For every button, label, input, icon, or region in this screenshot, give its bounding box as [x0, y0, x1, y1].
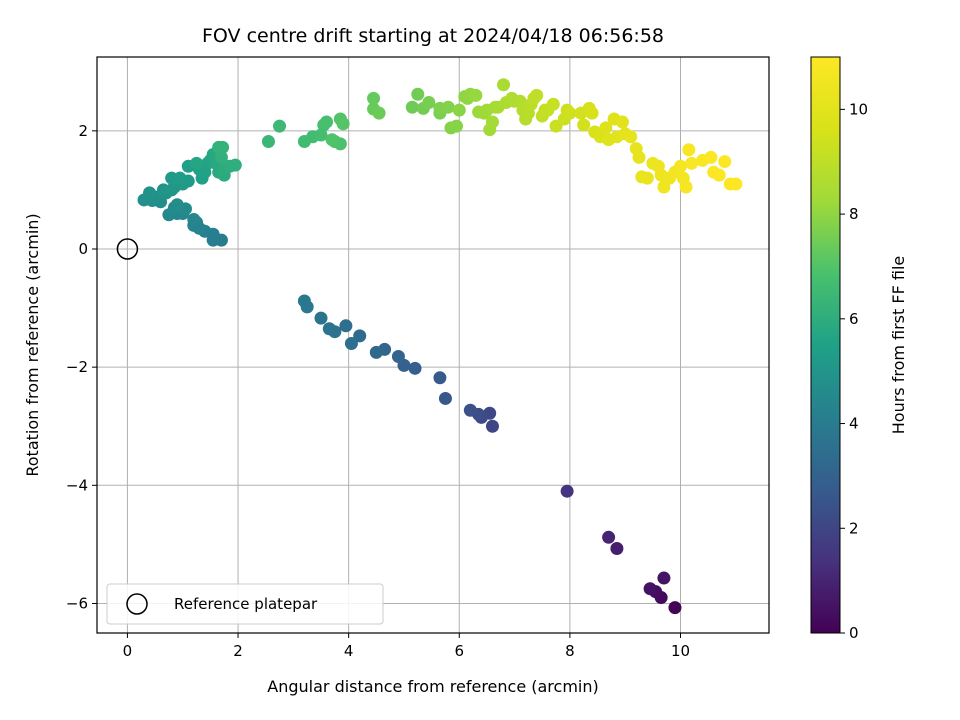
data-point — [577, 118, 591, 132]
colorbar-gradient — [810, 56, 841, 634]
data-point — [485, 115, 499, 129]
data-point — [530, 88, 544, 102]
data-point — [679, 180, 693, 194]
data-point — [685, 156, 699, 170]
x-tick-label: 6 — [454, 642, 464, 660]
plot-frame — [96, 56, 770, 634]
y-axis-label: Rotation from reference (arcmin) — [23, 213, 42, 476]
colorbar-tick-label: 6 — [849, 310, 859, 328]
colorbar-label: Hours from first FF file — [889, 256, 908, 435]
data-point — [325, 133, 339, 147]
data-point — [339, 319, 353, 333]
chart-title: FOV centre drift starting at 2024/04/18 … — [202, 25, 664, 47]
data-point — [452, 103, 466, 117]
data-point — [560, 484, 574, 498]
data-point — [497, 78, 511, 92]
data-point — [353, 329, 367, 343]
data-point — [712, 168, 726, 182]
legend-open-circle-icon — [126, 593, 148, 615]
legend: Reference platepar — [106, 583, 384, 625]
data-point — [657, 571, 671, 585]
data-point — [261, 134, 275, 148]
data-point — [469, 88, 483, 102]
data-point — [369, 345, 383, 359]
data-point — [297, 294, 311, 308]
data-point — [563, 106, 577, 120]
data-point — [602, 530, 616, 544]
data-point — [411, 87, 425, 101]
y-tick-label: 0 — [78, 240, 88, 258]
data-point — [463, 403, 477, 417]
y-tick-label: −2 — [66, 358, 88, 376]
data-point — [450, 119, 464, 133]
data-point — [422, 95, 436, 109]
reference-point — [116, 238, 139, 260]
legend-box — [106, 583, 384, 625]
data-point — [704, 150, 718, 164]
data-point — [214, 150, 228, 164]
data-point — [624, 130, 638, 144]
data-point — [433, 371, 447, 385]
legend-entry-reference: Reference platepar — [174, 595, 318, 613]
data-point — [610, 542, 624, 556]
data-point — [674, 159, 688, 173]
data-point — [546, 97, 560, 111]
data-point — [273, 119, 287, 133]
data-point — [322, 322, 336, 336]
data-point — [682, 143, 696, 157]
data-point — [187, 212, 201, 226]
data-point — [314, 128, 328, 142]
reference-marker — [116, 238, 139, 260]
colorbar-tick-label: 10 — [849, 100, 868, 118]
colorbar-tick-label: 4 — [849, 415, 859, 433]
data-point — [668, 601, 682, 615]
data-point — [643, 582, 657, 596]
data-point — [320, 115, 334, 129]
data-point — [640, 171, 654, 185]
data-point — [718, 155, 732, 169]
y-tick-label: −6 — [66, 594, 88, 612]
data-point — [344, 337, 358, 351]
y-tick-label: 2 — [78, 122, 88, 140]
x-tick-label: 4 — [344, 642, 354, 660]
x-tick-label: 0 — [123, 642, 133, 660]
data-point — [314, 311, 328, 325]
y-tick-label: −4 — [66, 476, 88, 494]
data-point — [391, 350, 405, 364]
data-point — [173, 171, 187, 185]
colorbar: 0 2 4 6 8 10 Hours from first FF file — [810, 56, 908, 642]
x-axis-label: Angular distance from reference (arcmin) — [267, 677, 598, 696]
data-point — [599, 121, 613, 135]
data-point — [228, 158, 242, 172]
data-point — [143, 186, 157, 200]
data-point — [165, 183, 179, 197]
y-axis-ticks: −6 −4 −2 0 2 — [66, 122, 97, 612]
data-point — [729, 177, 743, 191]
colorbar-tick-label: 2 — [849, 519, 859, 537]
data-point — [408, 361, 422, 375]
data-points — [137, 78, 743, 615]
data-point — [485, 419, 499, 433]
grid — [97, 57, 769, 633]
x-axis-ticks: 0 2 4 6 8 10 — [123, 633, 690, 660]
data-point — [336, 117, 350, 131]
data-point — [170, 198, 184, 212]
data-point — [216, 140, 230, 154]
colorbar-tick-label: 0 — [849, 624, 859, 642]
colorbar-ticks: 0 2 4 6 8 10 — [840, 100, 868, 642]
x-tick-label: 8 — [565, 642, 575, 660]
x-tick-label: 2 — [233, 642, 243, 660]
x-tick-label: 10 — [671, 642, 690, 660]
data-point — [367, 91, 381, 105]
data-point — [615, 115, 629, 129]
colorbar-tick-label: 8 — [849, 205, 859, 223]
data-point — [372, 106, 386, 120]
data-point — [190, 156, 204, 170]
data-point — [405, 100, 419, 114]
data-point — [585, 106, 599, 120]
data-point — [438, 391, 452, 405]
data-point — [632, 150, 646, 164]
data-point — [441, 100, 455, 114]
